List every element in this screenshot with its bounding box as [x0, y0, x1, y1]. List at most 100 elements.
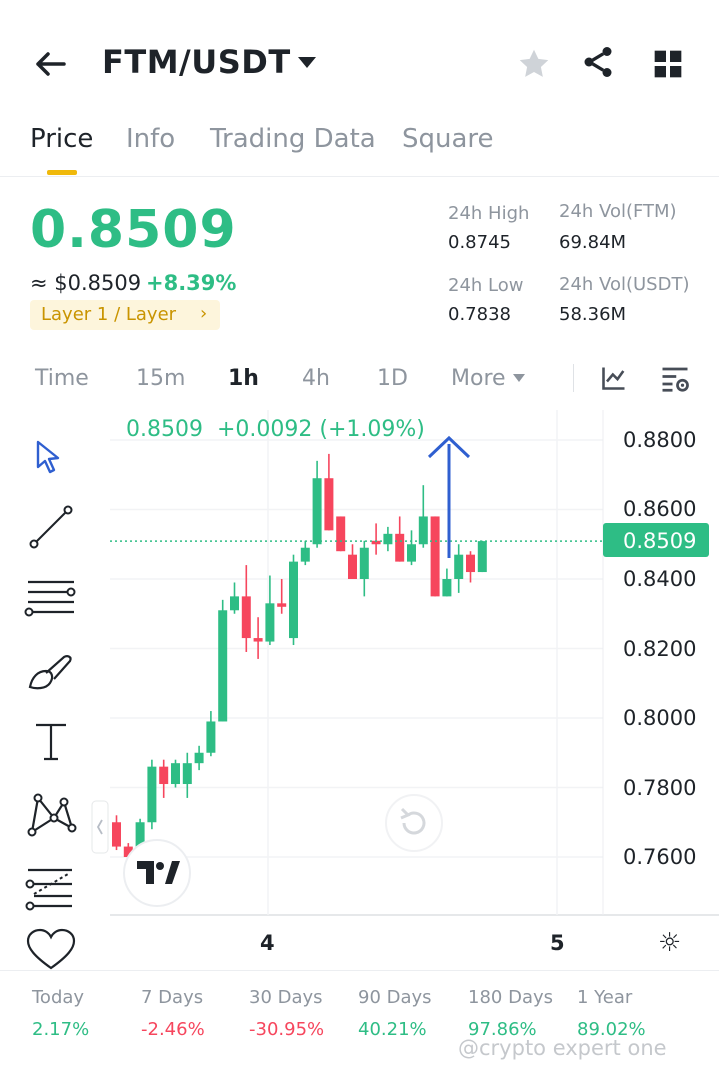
candle-up	[289, 561, 298, 639]
tab-price[interactable]: Price	[30, 124, 94, 154]
x-tick: 5	[550, 931, 565, 955]
timeframe-4h[interactable]: 4h	[302, 366, 330, 391]
candle-up	[182, 763, 192, 785]
timeframe-more[interactable]: More	[451, 366, 506, 391]
pair-title[interactable]: FTM/USDT	[102, 43, 291, 81]
candle-up	[454, 554, 464, 579]
star-icon[interactable]	[516, 46, 552, 82]
candle-up	[383, 533, 393, 545]
share-icon[interactable]	[580, 44, 616, 80]
y-tick: 0.7800	[623, 776, 697, 800]
timeframe-15m[interactable]: 15m	[136, 366, 186, 391]
chart-indicator-icon[interactable]	[600, 364, 628, 392]
candles	[112, 453, 487, 864]
chart-settings-icon[interactable]	[660, 364, 690, 394]
change-percent: +8.39%	[146, 271, 237, 295]
perf-value-90d: 40.21%	[358, 1019, 427, 1040]
candle-up	[194, 752, 204, 764]
candle-down	[277, 603, 287, 607]
candle-up	[300, 547, 310, 562]
fib-icon[interactable]	[24, 860, 78, 914]
candle-up	[407, 544, 416, 562]
y-tick: 0.8400	[623, 567, 697, 591]
candle-up	[171, 763, 180, 785]
perf-label-today: Today	[32, 987, 85, 1008]
candle-down	[430, 516, 440, 597]
usd-price: ≈ $0.8509	[30, 271, 142, 295]
candle-up	[312, 478, 322, 545]
grid-icon[interactable]	[652, 48, 684, 80]
timeframe-time[interactable]: Time	[35, 366, 89, 391]
tab-info[interactable]: Info	[126, 124, 176, 154]
candle-up	[218, 610, 228, 722]
candle-down	[324, 478, 334, 531]
watermark: @crypto expert one	[458, 1036, 667, 1060]
theme-toggle-icon[interactable]: ☼	[658, 928, 681, 958]
text-icon[interactable]	[24, 715, 78, 769]
arrow-left-icon[interactable]	[30, 44, 70, 84]
cursor-icon[interactable]	[24, 430, 78, 484]
y-tick: 0.8200	[623, 637, 697, 661]
high-value: 0.8745	[448, 232, 511, 253]
category-tag[interactable]: Layer 1 / Layer ›	[30, 300, 220, 330]
tab-trading-data[interactable]: Trading Data	[210, 124, 376, 154]
timeframe-1d[interactable]: 1D	[377, 366, 408, 391]
perf-label-180d: 180 Days	[468, 987, 553, 1008]
candle-up	[230, 596, 239, 611]
more-chevron-icon[interactable]	[513, 374, 525, 382]
perf-value-today: 2.17%	[32, 1019, 90, 1040]
perf-label-30d: 30 Days	[249, 987, 323, 1008]
active-tab-indicator	[47, 170, 77, 175]
candle-down	[336, 516, 346, 552]
horizontal-lines-icon[interactable]	[24, 572, 78, 626]
low-label: 24h Low	[448, 275, 524, 296]
perf-label-7d: 7 Days	[141, 987, 204, 1008]
y-tick: 0.8600	[623, 497, 697, 521]
last-price-badge: 0.8509	[603, 523, 709, 557]
candle-down	[466, 554, 475, 573]
chart-legend: 0.8509 +0.0092 (+1.09%)	[126, 417, 425, 442]
collapse-toolbar-icon[interactable]	[91, 800, 109, 854]
candle-up	[477, 541, 487, 573]
high-label: 24h High	[448, 203, 530, 224]
chevron-right-icon: ›	[200, 303, 208, 324]
trend-line-icon[interactable]	[24, 500, 78, 554]
candle-down	[159, 766, 169, 785]
candle-down	[241, 596, 251, 639]
candle-up	[442, 579, 452, 597]
perf-value-30d: -30.95%	[249, 1019, 325, 1040]
annotation-arrow	[427, 435, 471, 558]
perf-value-1y: 89.02%	[577, 1019, 646, 1040]
candle-down	[371, 540, 381, 545]
perf-label-90d: 90 Days	[358, 987, 432, 1008]
candle-down	[112, 822, 121, 847]
y-tick: 0.8800	[623, 428, 697, 452]
tradingview-logo	[123, 839, 191, 907]
divider	[573, 364, 574, 392]
candle-up	[359, 547, 369, 579]
candle-up	[418, 516, 428, 545]
price-chart[interactable]: 0.8509 ☼	[0, 410, 719, 970]
candle-up	[135, 822, 145, 857]
low-value: 0.7838	[448, 304, 511, 325]
top-bar: FTM/USDT	[0, 0, 719, 110]
candle-down	[123, 846, 133, 857]
candle-up	[265, 603, 275, 642]
heart-icon[interactable]	[24, 928, 78, 972]
timeframe-1h[interactable]: 1h	[228, 366, 259, 391]
last-price: 0.8509	[30, 200, 237, 260]
y-tick: 0.8000	[623, 706, 697, 730]
pattern-icon[interactable]	[24, 788, 78, 842]
tab-square[interactable]: Square	[402, 124, 494, 154]
brush-icon[interactable]	[24, 645, 78, 699]
vol-base-label: 24h Vol(FTM)	[559, 201, 677, 222]
tab-bar: Price Info Trading Data Square	[0, 118, 719, 177]
perf-value-180d: 97.86%	[468, 1019, 537, 1040]
vol-quote-value: 58.36M	[559, 304, 627, 325]
perf-value-7d: -2.46%	[141, 1019, 205, 1040]
chevron-down-icon[interactable]	[298, 57, 316, 68]
last-price-badge-label: 0.8509	[623, 529, 696, 553]
reset-chart-icon[interactable]	[385, 794, 443, 852]
vol-quote-label: 24h Vol(USDT)	[559, 274, 690, 295]
chart-grid	[110, 439, 603, 858]
